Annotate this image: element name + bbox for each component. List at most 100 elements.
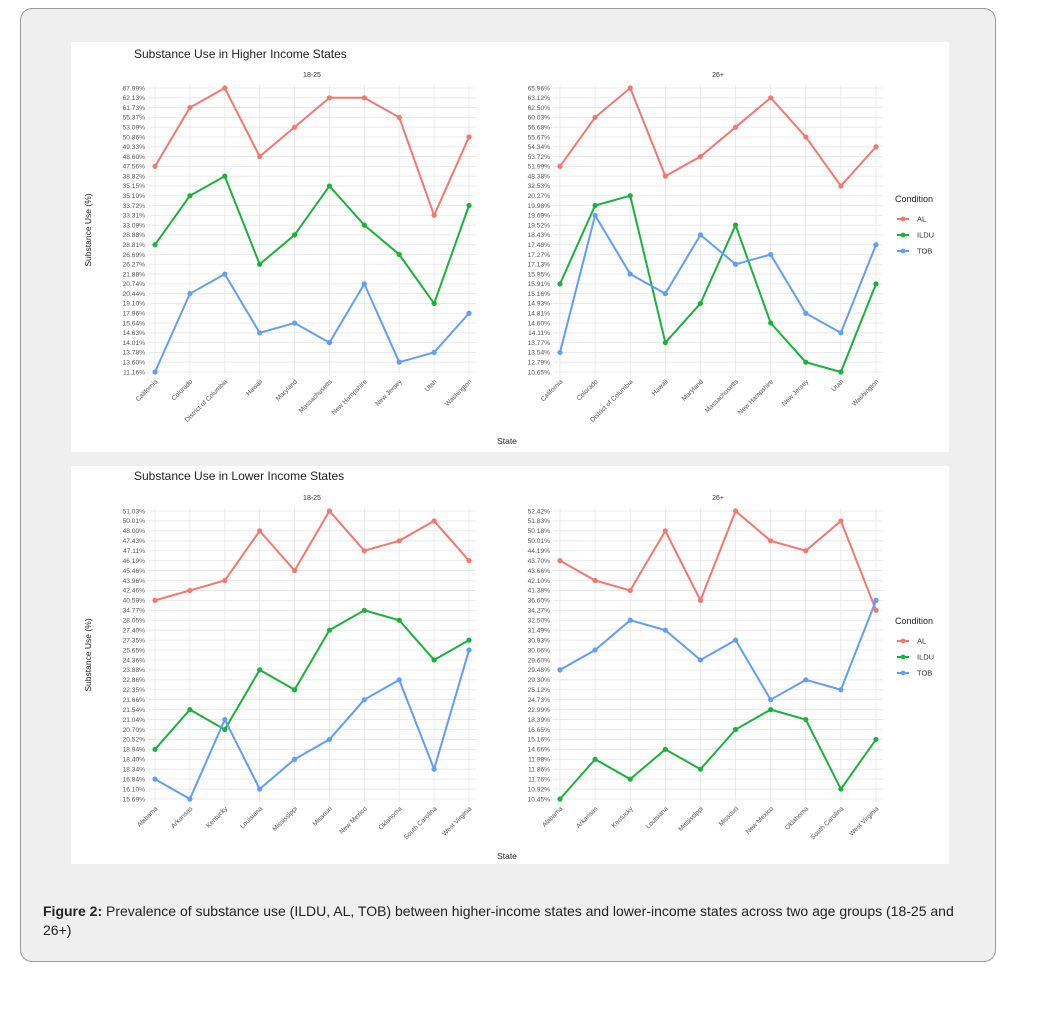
x-tick-label: Utah — [830, 378, 845, 393]
x-tick-label: Kentucky — [205, 805, 230, 830]
data-point-al — [627, 587, 633, 594]
y-tick-label: 48.60% — [123, 154, 146, 161]
x-tick-label: Utah — [424, 378, 439, 393]
y-tick-label: 14.66% — [528, 747, 551, 754]
data-point-al — [557, 558, 563, 564]
data-point-al — [222, 577, 228, 584]
data-point-al — [592, 114, 598, 120]
x-tick-label: Alabama — [136, 805, 160, 829]
x-tick-label: Mississippi — [271, 805, 299, 833]
data-point-al — [257, 153, 263, 160]
facet-label: 18-25 — [303, 495, 321, 502]
data-point-tob — [803, 310, 809, 316]
data-point-ildu — [361, 222, 367, 228]
y-tick-label: 13.60% — [123, 360, 146, 367]
data-point-al — [291, 567, 298, 574]
y-tick-label: 33.09% — [123, 222, 146, 229]
y-tick-label: 50.01% — [123, 518, 146, 525]
y-tick-label: 53.09% — [123, 124, 146, 131]
data-point-al — [396, 114, 402, 120]
y-tick-label: 48.00% — [123, 528, 146, 535]
y-tick-label: 28.88% — [123, 232, 146, 239]
x-tick-label: Washington — [851, 378, 881, 408]
y-tick-label: 31.49% — [528, 627, 551, 634]
chart-title: Substance Use in Lower Income States — [134, 469, 344, 483]
data-point-ildu — [222, 726, 228, 733]
data-point-tob — [326, 736, 333, 743]
y-tick-label: 15.69% — [123, 796, 146, 803]
data-point-ildu — [627, 776, 633, 782]
data-point-al — [291, 124, 298, 130]
legend-title: Condition — [895, 194, 933, 204]
y-tick-label: 54.34% — [528, 144, 551, 151]
data-point-ildu — [662, 746, 668, 752]
y-tick-label: 29.60% — [528, 657, 551, 664]
y-tick-label: 16.84% — [123, 776, 146, 783]
facet-18-25: 18-25 15.69% 16.10% 16.84% 18.34% 18.40% 18.94… — [123, 495, 476, 841]
data-point-ildu — [257, 667, 263, 673]
data-point-al — [873, 607, 879, 613]
series-line-al — [559, 509, 877, 611]
y-tick-label: 50.01% — [528, 538, 551, 545]
x-tick-label: Mississippi — [677, 805, 705, 833]
y-tick-label: 55.67% — [528, 134, 551, 141]
y-tick-label: 33.31% — [123, 213, 146, 220]
y-tick-label: 40.59% — [123, 598, 146, 605]
y-tick-label: 15.64% — [123, 320, 146, 327]
data-point-tob — [466, 647, 472, 653]
x-tick-label: California — [135, 378, 160, 403]
data-point-al — [361, 548, 367, 554]
x-tick-label: Maryland — [681, 378, 705, 402]
data-point-ildu — [152, 746, 158, 752]
data-point-ildu — [768, 707, 774, 713]
series-line-tob — [154, 272, 470, 373]
y-tick-label: 10.92% — [528, 786, 551, 793]
y-tick-label: 50.86% — [123, 134, 146, 141]
y-tick-label: 65.96% — [528, 85, 551, 92]
figure-caption: Figure 2: Prevalence of substance use (I… — [43, 902, 973, 940]
y-tick-label: 11.76% — [528, 776, 550, 783]
data-point-tob — [627, 271, 633, 277]
lower-income-chart-svg: Substance Use in Lower Income States Subs… — [83, 469, 934, 861]
data-point-tob — [291, 320, 298, 326]
y-tick-label: 23.88% — [123, 667, 146, 674]
data-point-al — [662, 173, 668, 179]
data-point-al — [768, 538, 774, 544]
y-tick-label: 25.12% — [528, 687, 551, 694]
data-point-al — [222, 85, 228, 91]
data-point-tob — [803, 677, 809, 683]
series-line-ildu — [154, 609, 470, 751]
data-point-ildu — [732, 222, 739, 228]
y-tick-label: 28.81% — [123, 242, 146, 249]
y-tick-label: 46.19% — [123, 558, 146, 565]
data-point-al — [431, 212, 437, 218]
series-line-tob — [559, 212, 877, 353]
y-tick-label: 21.88% — [123, 271, 146, 278]
data-point-ildu — [431, 300, 437, 307]
data-point-al — [662, 528, 668, 534]
data-point-ildu — [697, 300, 704, 307]
y-tick-label: 28.05% — [123, 618, 146, 625]
y-tick-label: 49.33% — [123, 144, 146, 151]
y-tick-label: 62.50% — [528, 105, 551, 112]
legend-swatch-point — [900, 638, 906, 644]
data-point-al — [873, 144, 879, 150]
data-point-ildu — [803, 359, 809, 365]
series-line-al — [559, 86, 877, 188]
data-point-al — [431, 518, 437, 524]
data-point-tob — [873, 597, 879, 603]
data-point-ildu — [187, 707, 193, 713]
y-tick-label: 47.56% — [123, 164, 146, 171]
y-tick-label: 10.65% — [528, 369, 551, 376]
y-tick-label: 55.37% — [123, 115, 146, 122]
x-tick-label: South Carolina — [403, 805, 439, 841]
series-line-al — [154, 86, 470, 219]
y-tick-label: 16.10% — [123, 786, 146, 793]
y-tick-label: 21.54% — [123, 707, 146, 714]
data-point-ildu — [557, 796, 563, 802]
y-tick-label: 25.65% — [123, 647, 146, 654]
y-tick-label: 20.44% — [123, 291, 146, 298]
data-point-tob — [557, 349, 563, 356]
y-tick-label: 11.98% — [528, 757, 550, 764]
legend-title: Condition — [895, 616, 933, 626]
